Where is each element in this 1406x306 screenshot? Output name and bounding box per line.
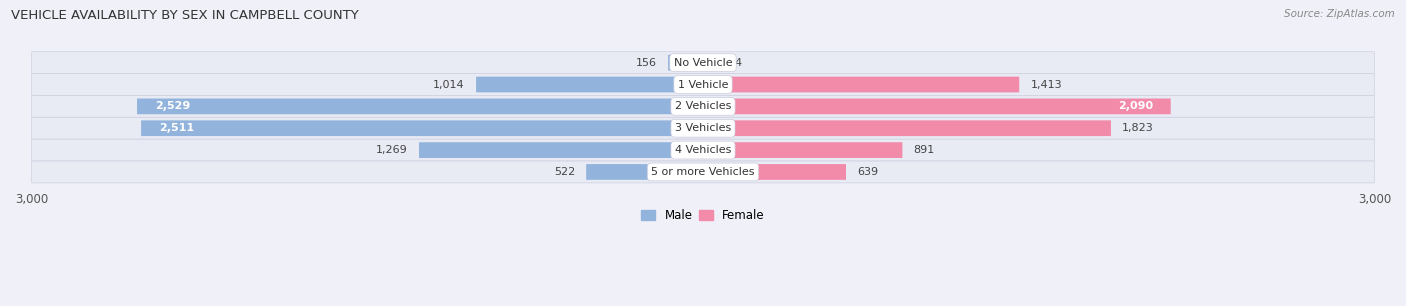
FancyBboxPatch shape: [31, 161, 1375, 183]
Text: VEHICLE AVAILABILITY BY SEX IN CAMPBELL COUNTY: VEHICLE AVAILABILITY BY SEX IN CAMPBELL …: [11, 9, 359, 22]
FancyBboxPatch shape: [703, 164, 846, 180]
FancyBboxPatch shape: [703, 76, 1019, 92]
FancyBboxPatch shape: [703, 120, 1111, 136]
FancyBboxPatch shape: [31, 117, 1375, 139]
Text: 1,269: 1,269: [375, 145, 408, 155]
FancyBboxPatch shape: [31, 95, 1375, 117]
Text: 1,014: 1,014: [433, 80, 465, 90]
Text: 1 Vehicle: 1 Vehicle: [678, 80, 728, 90]
FancyBboxPatch shape: [419, 142, 703, 158]
FancyBboxPatch shape: [586, 164, 703, 180]
Text: 639: 639: [858, 167, 879, 177]
FancyBboxPatch shape: [31, 139, 1375, 161]
FancyBboxPatch shape: [703, 99, 1171, 114]
Text: 3 Vehicles: 3 Vehicles: [675, 123, 731, 133]
FancyBboxPatch shape: [477, 76, 703, 92]
FancyBboxPatch shape: [703, 55, 717, 70]
Text: 522: 522: [554, 167, 575, 177]
FancyBboxPatch shape: [31, 52, 1375, 73]
Text: 891: 891: [914, 145, 935, 155]
Text: 64: 64: [728, 58, 742, 68]
Text: 2,529: 2,529: [155, 101, 190, 111]
Text: 2,511: 2,511: [159, 123, 194, 133]
FancyBboxPatch shape: [136, 99, 703, 114]
FancyBboxPatch shape: [668, 55, 703, 70]
Text: 2,090: 2,090: [1118, 101, 1153, 111]
Text: No Vehicle: No Vehicle: [673, 58, 733, 68]
Legend: Male, Female: Male, Female: [637, 204, 769, 227]
Text: 2 Vehicles: 2 Vehicles: [675, 101, 731, 111]
FancyBboxPatch shape: [703, 142, 903, 158]
Text: 4 Vehicles: 4 Vehicles: [675, 145, 731, 155]
Text: 1,823: 1,823: [1122, 123, 1154, 133]
Text: 5 or more Vehicles: 5 or more Vehicles: [651, 167, 755, 177]
FancyBboxPatch shape: [141, 120, 703, 136]
FancyBboxPatch shape: [31, 73, 1375, 95]
Text: 156: 156: [636, 58, 657, 68]
Text: 1,413: 1,413: [1031, 80, 1062, 90]
Text: Source: ZipAtlas.com: Source: ZipAtlas.com: [1284, 9, 1395, 19]
